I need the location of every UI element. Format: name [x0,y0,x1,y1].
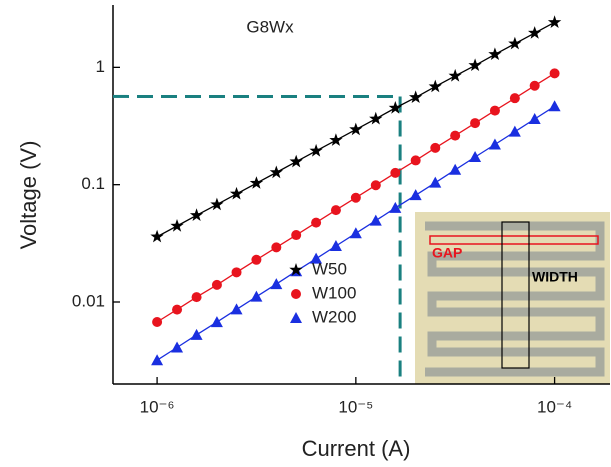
point [230,303,243,315]
point [528,112,541,124]
point [390,167,401,178]
point [428,79,442,93]
point [450,130,461,141]
point [529,80,540,91]
point [211,279,222,290]
y-tick-label: 0.01 [72,291,105,310]
point [210,316,223,328]
point [508,125,521,137]
legend-marker [290,312,302,323]
gap-label: GAP [432,245,462,261]
width-label: WIDTH [532,269,578,285]
inset-electrode [425,221,605,377]
y-axis-label: Voltage (V) [16,141,41,250]
point [270,278,283,290]
y-tick-label: 1 [96,57,105,76]
point [528,26,542,39]
point [430,142,441,153]
point [291,230,302,241]
point [310,252,323,264]
point [170,219,184,232]
point [191,292,202,303]
point [509,93,520,104]
point [547,15,562,28]
point [409,189,422,201]
point [289,154,303,168]
gap-box [429,235,599,245]
point [329,240,342,252]
legend-label: W200 [312,307,356,326]
point [269,165,283,179]
point [189,208,204,221]
point [172,304,183,315]
point [210,197,224,211]
point [548,100,561,112]
point [251,254,262,265]
point [271,242,282,253]
point [389,201,402,213]
point [150,229,164,243]
point [488,47,502,60]
point [468,58,482,71]
point [350,192,361,203]
point [429,176,442,188]
point [410,155,421,166]
point [249,176,264,189]
point [508,36,522,50]
point [449,163,462,175]
point [369,111,383,125]
x-tick-label: 10⁻⁴ [537,397,572,416]
point [488,138,501,150]
point [329,133,343,146]
chart-title: G8Wx [246,17,294,36]
point [171,341,184,353]
point [229,186,244,200]
y-tick-label: 0.1 [81,174,105,193]
legend-marker [291,289,301,299]
point [409,90,423,103]
point [330,205,341,216]
width-box [501,221,530,369]
point [448,68,462,82]
point [369,214,382,226]
point [349,227,362,239]
inset-photo: GAP WIDTH [415,212,610,384]
point [190,328,203,340]
point [231,267,242,278]
point [549,68,560,79]
point [370,180,381,191]
legend-label: W100 [312,283,356,302]
point [470,118,481,129]
point [151,354,164,366]
legend-label: W50 [312,259,347,278]
point [469,151,482,163]
point [152,317,163,328]
point [388,101,402,114]
point [311,217,322,228]
point [489,105,500,116]
point [349,122,363,136]
legend-marker [289,263,303,276]
x-tick-label: 10⁻⁵ [338,397,373,416]
x-tick-label: 10⁻⁶ [140,397,175,416]
point [309,143,323,157]
x-axis-label: Current (A) [302,436,411,461]
point [250,290,263,302]
